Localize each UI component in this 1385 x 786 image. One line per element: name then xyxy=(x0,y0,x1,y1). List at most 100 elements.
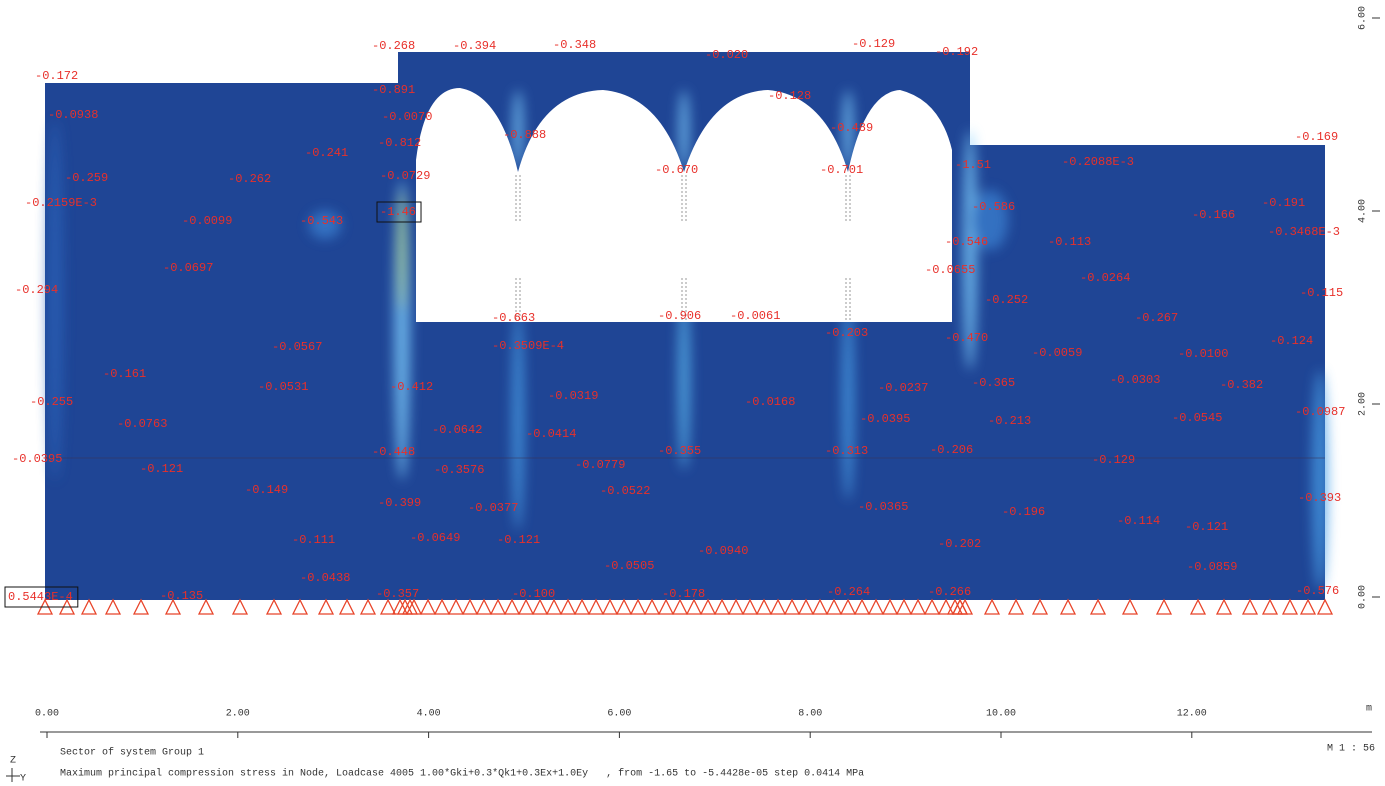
stress-label: -0.891 xyxy=(372,83,415,97)
support xyxy=(673,600,687,614)
stress-label: -0.0545 xyxy=(1172,411,1222,425)
footer-scale: M 1 : 56 xyxy=(1327,744,1375,755)
stress-label: -0.267 xyxy=(1135,311,1178,325)
support xyxy=(361,600,375,614)
support xyxy=(561,600,575,614)
stress-label: -0.202 xyxy=(938,537,981,551)
stress-label: -0.3468E-3 xyxy=(1268,225,1340,239)
stress-label: -0.0763 xyxy=(117,417,167,431)
support xyxy=(293,600,307,614)
stress-label: -0.0505 xyxy=(604,559,654,573)
x-tick-label: 10.00 xyxy=(986,709,1016,720)
stress-label: -0.115 xyxy=(1300,286,1343,300)
stress-label: -0.412 xyxy=(390,380,433,394)
support xyxy=(519,600,533,614)
support xyxy=(435,600,449,614)
stress-label: -0.241 xyxy=(305,146,348,160)
x-tick-label: 6.00 xyxy=(607,709,631,720)
stress-label: -0.670 xyxy=(655,163,698,177)
support xyxy=(233,600,247,614)
x-tick-label: 8.00 xyxy=(798,709,822,720)
stress-label: -0.121 xyxy=(1185,520,1228,534)
support xyxy=(701,600,715,614)
support xyxy=(687,600,701,614)
support xyxy=(1061,600,1075,614)
stress-label: -0.169 xyxy=(1295,130,1338,144)
support xyxy=(827,600,841,614)
stress-label: -0.114 xyxy=(1117,514,1160,528)
stress-label: 0.5443E-4 xyxy=(8,590,73,604)
support xyxy=(340,600,354,614)
stress-label: -0.0938 xyxy=(48,108,98,122)
stress-label: -0.294 xyxy=(15,283,58,297)
stress-label: -0.394 xyxy=(453,39,496,53)
stress-label: -0.348 xyxy=(553,38,596,52)
stress-label: -0.178 xyxy=(662,587,705,601)
support xyxy=(1283,600,1297,614)
support xyxy=(1157,600,1171,614)
support xyxy=(547,600,561,614)
support xyxy=(771,600,785,614)
stress-label: -0.0642 xyxy=(432,423,482,437)
support xyxy=(953,600,967,614)
stress-label: -0.166 xyxy=(1192,208,1235,222)
stress-label: -0.0237 xyxy=(878,381,928,395)
stress-label: -0.196 xyxy=(1002,505,1045,519)
support xyxy=(575,600,589,614)
support xyxy=(533,600,547,614)
stress-label: -0.0099 xyxy=(182,214,232,228)
support xyxy=(1191,600,1205,614)
stress-label: -0.2159E-3 xyxy=(25,196,97,210)
support xyxy=(134,600,148,614)
support xyxy=(477,600,491,614)
stress-label: -0.0438 xyxy=(300,571,350,585)
stress-plot: m Z Y Sector of system Group 1 Maximum p… xyxy=(0,0,1385,786)
stress-label: -0.3576 xyxy=(434,463,484,477)
stress-label: -0.172 xyxy=(35,69,78,83)
stress-label: -0.448 xyxy=(372,445,415,459)
stress-label: -0.0059 xyxy=(1032,346,1082,360)
stress-label: -0.129 xyxy=(1092,453,1135,467)
stress-label: -0.100 xyxy=(512,587,555,601)
stress-label: -1.46 xyxy=(380,205,416,219)
support xyxy=(617,600,631,614)
stress-label: -0.543 xyxy=(300,214,343,228)
footer-line1: Sector of system Group 1 xyxy=(60,747,204,759)
x-axis-unit: m xyxy=(1366,704,1372,715)
stress-label: -0.489 xyxy=(830,121,873,135)
support xyxy=(729,600,743,614)
support xyxy=(925,600,939,614)
stress-label: -0.0655 xyxy=(925,263,975,277)
stress-label: -0.0697 xyxy=(163,261,213,275)
stress-label: -0.0061 xyxy=(730,309,780,323)
y-tick-label: 2.00 xyxy=(1358,392,1369,416)
stress-label: -0.382 xyxy=(1220,378,1263,392)
stress-label: -0.2088E-3 xyxy=(1062,155,1134,169)
support xyxy=(799,600,813,614)
support xyxy=(985,600,999,614)
stress-label: -0.0395 xyxy=(860,412,910,426)
support xyxy=(757,600,771,614)
stress-label: -0.663 xyxy=(492,311,535,325)
support xyxy=(603,600,617,614)
stress-label: -0.124 xyxy=(1270,334,1313,348)
stress-label: -0.255 xyxy=(30,395,73,409)
stress-label: -0.586 xyxy=(972,200,1015,214)
support xyxy=(645,600,659,614)
support xyxy=(1301,600,1315,614)
stress-label: -0.129 xyxy=(852,37,895,51)
support xyxy=(659,600,673,614)
stress-label: -0.313 xyxy=(825,444,868,458)
stress-label: -0.0779 xyxy=(575,458,625,472)
stress-label: -0.3509E-4 xyxy=(492,339,564,353)
support xyxy=(953,600,967,614)
stress-label: -0.399 xyxy=(378,496,421,510)
footer-line2: Maximum principal compression stress in … xyxy=(60,768,864,780)
stress-label: -1.51 xyxy=(955,158,991,172)
stress-label: -0.135 xyxy=(160,589,203,603)
x-tick-label: 0.00 xyxy=(35,709,59,720)
support xyxy=(897,600,911,614)
support xyxy=(958,600,972,614)
stress-label: -0.149 xyxy=(245,483,288,497)
support xyxy=(715,600,729,614)
